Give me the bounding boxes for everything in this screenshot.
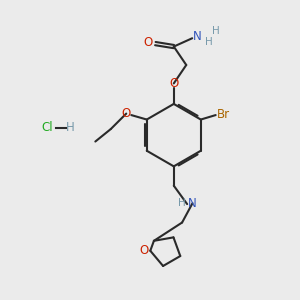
Text: H: H [205,37,212,46]
Text: N: N [188,197,197,210]
Text: O: O [143,36,152,49]
Text: O: O [139,244,148,257]
Text: Cl: Cl [42,121,53,134]
Text: H: H [212,26,220,36]
Text: N: N [193,30,202,43]
Text: O: O [169,77,178,90]
Text: O: O [122,107,131,120]
Text: Br: Br [217,108,230,121]
Text: H: H [178,198,186,208]
Text: H: H [66,121,75,134]
